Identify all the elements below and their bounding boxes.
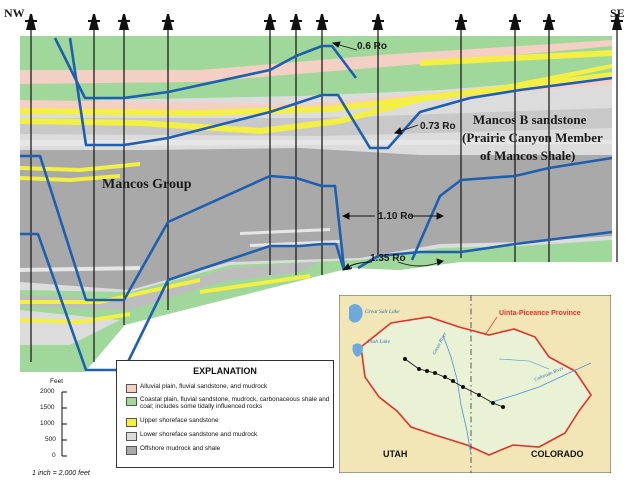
isograd-mancos-b	[410, 156, 613, 261]
scale-tick-1500: 1500	[40, 404, 55, 411]
ro-arrows	[331, 41, 445, 271]
ro-label-1-10: 1.10 Ro	[378, 211, 414, 222]
state-label-colorado: COLORADO	[531, 449, 584, 459]
green-river	[442, 334, 472, 456]
section-wells	[403, 357, 505, 409]
well-derricks	[25, 14, 623, 30]
upper-shoreface-streaks	[20, 50, 612, 324]
isograd-0-6	[53, 37, 358, 100]
scale-tick-0: 0	[52, 452, 56, 459]
explanation-legend: EXPLANATION Alluvial plain, fluvial sand…	[116, 360, 334, 468]
legend-title: EXPLANATION	[193, 366, 257, 376]
isograd-1-35-east	[357, 230, 613, 270]
province-outline	[360, 316, 592, 456]
location-map: Uinta-Piceance Province Great Salt Lake …	[339, 295, 611, 473]
white-river	[498, 358, 550, 370]
colorado-river	[488, 362, 592, 404]
utah-lake	[352, 343, 363, 357]
ro-label-0-73: 0.73 Ro	[420, 121, 456, 132]
legend-label-alluvial: Alluvial plain, fluvial sandstone, and m…	[140, 383, 268, 390]
vertical-scale: Feet 2000 1500 1000 500 0	[40, 378, 110, 470]
mancos-group-label: Mancos Group	[102, 177, 192, 192]
province-leader	[484, 316, 498, 336]
lake-label-utah: Utah Lake	[367, 339, 391, 345]
state-label-utah: UTAH	[383, 449, 407, 459]
legend-label-coastal: Coastal plain, fluvial sandstone, mudroc…	[140, 396, 330, 410]
ro-label-1-35: 1.35 Ro	[370, 253, 406, 264]
swatch-alluvial	[126, 384, 137, 393]
scale-tick-2000: 2000	[40, 388, 55, 395]
swatch-coastal	[126, 397, 137, 406]
nw-label: NW	[4, 6, 25, 20]
section-line	[404, 358, 504, 408]
ro-label-0-6: 0.6 Ro	[357, 41, 387, 52]
scale-tick-1000: 1000	[40, 420, 55, 427]
scale-tick-500: 500	[45, 436, 56, 443]
isograd-upper-offshore	[20, 154, 352, 302]
legend-label-upper-shoreface: Upper shoreface sandstone	[140, 417, 219, 424]
wells	[30, 28, 618, 362]
ro-isograds	[20, 37, 613, 372]
scale-bar	[61, 391, 67, 457]
legend-label-lower-shoreface: Lower shoreface sandstone and mudrock	[140, 431, 258, 438]
isograd-1-35	[20, 232, 346, 372]
legend-label-offshore: Offshore mudrock and shale	[140, 445, 221, 452]
lake-label-great-salt: Great Salt Lake	[365, 309, 400, 315]
mancos-b-label-line1: Mancos B sandstone	[473, 112, 587, 127]
swatch-offshore	[126, 446, 137, 455]
province-label: Uinta-Piceance Province	[499, 310, 581, 317]
isograd-0-73	[68, 37, 613, 150]
swatch-upper-shoreface	[126, 418, 137, 427]
swatch-lower-shoreface	[126, 432, 137, 441]
scale-unit: Feet	[50, 378, 64, 385]
se-label: SE	[610, 6, 625, 20]
scale-note: 1 inch = 2,000 feet	[32, 470, 90, 477]
mancos-b-label-line3: of Mancos Shale)	[480, 148, 575, 163]
great-salt-lake	[349, 304, 363, 323]
mancos-b-label-line2: (Prairie Canyon Member	[462, 130, 603, 145]
